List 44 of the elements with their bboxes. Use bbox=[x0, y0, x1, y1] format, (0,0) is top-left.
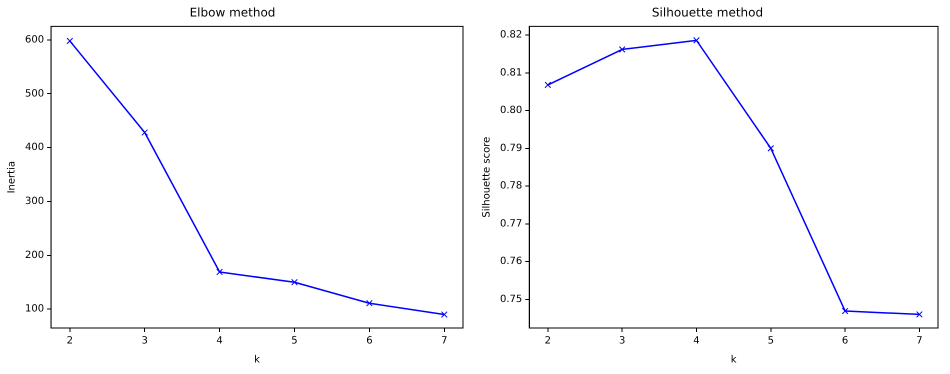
y-tick-label: 0.75 bbox=[500, 294, 522, 305]
chart-title: Silhouette method bbox=[652, 5, 764, 20]
point bbox=[544, 82, 552, 88]
x-tick-label: 2 bbox=[66, 336, 73, 347]
point bbox=[618, 46, 626, 53]
point bbox=[842, 308, 848, 314]
x-tick-label: 2 bbox=[544, 336, 552, 347]
y-tick-label: 0.76 bbox=[500, 256, 522, 268]
x-tick-label: 5 bbox=[291, 336, 298, 347]
y-axis-title: Inertia bbox=[6, 161, 18, 194]
x-tick-label: 6 bbox=[366, 336, 373, 347]
point bbox=[216, 268, 223, 276]
y-tick-label: 500 bbox=[24, 88, 44, 100]
y-tick-label: 400 bbox=[24, 142, 44, 154]
x-tick-label: 4 bbox=[693, 336, 700, 347]
point bbox=[291, 278, 298, 286]
y-tick-label: 0.82 bbox=[500, 30, 522, 41]
x-tick-label: 5 bbox=[768, 336, 774, 347]
y-tick-label: 0.78 bbox=[500, 180, 522, 192]
y-tick-label: 100 bbox=[24, 304, 44, 315]
y-tick-label: 0.77 bbox=[500, 218, 522, 230]
point bbox=[767, 144, 774, 152]
y-axis-title: Silhouette score bbox=[482, 136, 493, 218]
chart-title: Elbow method bbox=[190, 5, 276, 20]
x-tick-label: 3 bbox=[618, 336, 626, 347]
x-tick-label: 4 bbox=[216, 336, 223, 347]
x-tick-label: 7 bbox=[441, 336, 448, 347]
y-tick-label: 200 bbox=[24, 250, 44, 261]
x-axis-title: k bbox=[730, 354, 737, 366]
y-tick-label: 300 bbox=[24, 196, 44, 208]
point bbox=[141, 129, 148, 136]
y-tick-label: 600 bbox=[24, 34, 44, 46]
x-tick-label: 3 bbox=[142, 336, 148, 347]
x-tick-label: 6 bbox=[842, 336, 848, 347]
point bbox=[693, 37, 700, 44]
x-tick-label: 7 bbox=[916, 336, 923, 347]
y-tick-label: 0.80 bbox=[500, 105, 522, 116]
y-tick-label: 0.81 bbox=[500, 67, 522, 78]
point bbox=[66, 38, 74, 44]
point bbox=[366, 300, 373, 307]
y-tick-label: 0.79 bbox=[500, 142, 522, 154]
point bbox=[916, 311, 923, 318]
point bbox=[440, 311, 448, 318]
x-axis-title: k bbox=[254, 354, 260, 366]
